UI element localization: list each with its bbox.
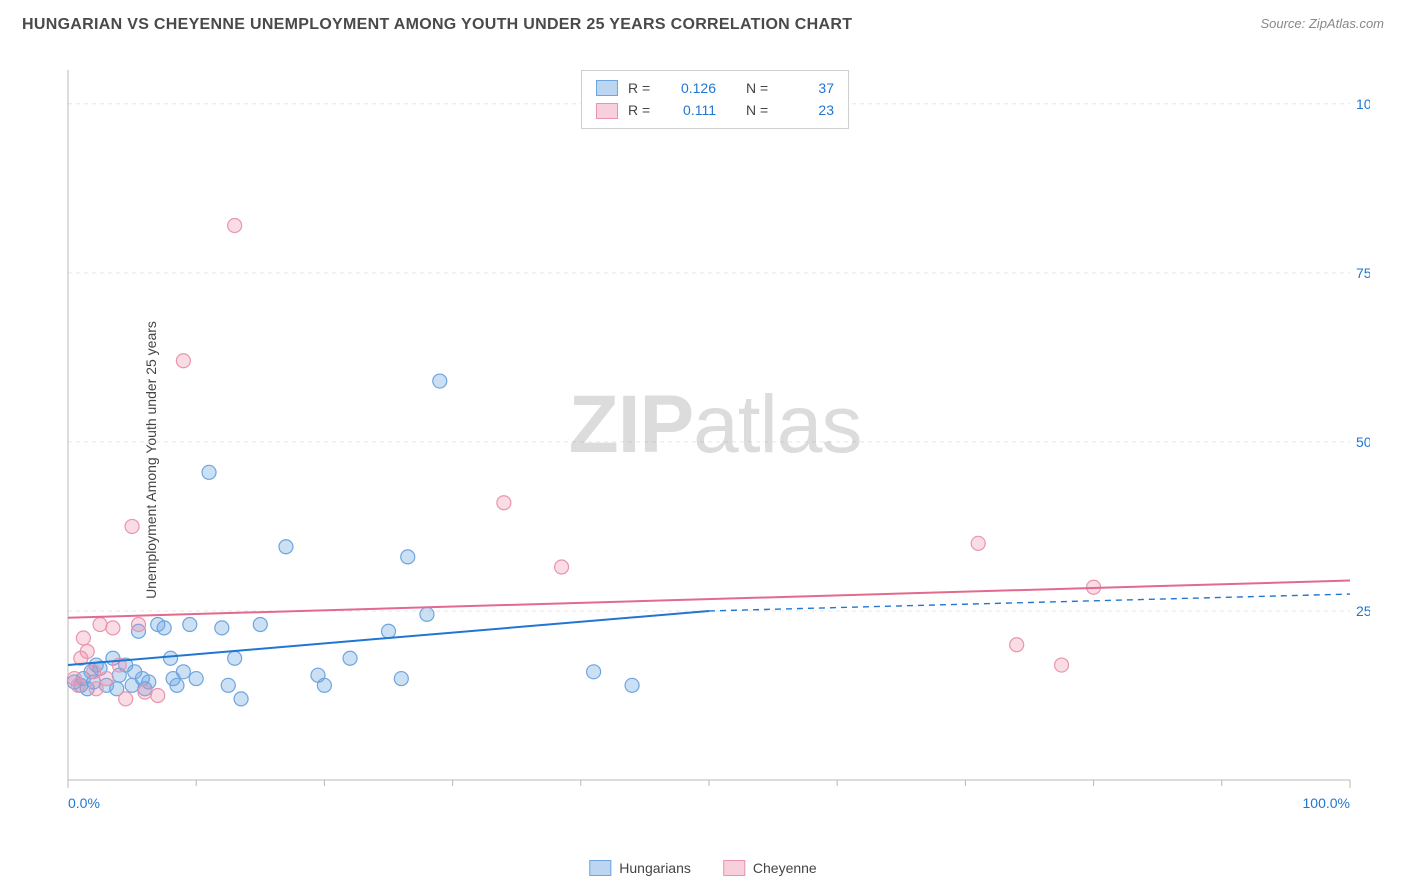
stat-r-label: R = (628, 99, 658, 121)
scatter-point (176, 665, 190, 679)
scatter-point (71, 678, 85, 692)
chart-title: HUNGARIAN VS CHEYENNE UNEMPLOYMENT AMONG… (22, 16, 852, 34)
legend-swatch (596, 103, 618, 119)
stat-r-value: 0.111 (668, 99, 716, 121)
scatter-point (1055, 658, 1069, 672)
stat-r-label: R = (628, 77, 658, 99)
scatter-point (183, 617, 197, 631)
stat-n-value: 37 (786, 77, 834, 99)
series-legend: Hungarians Cheyenne (589, 860, 816, 876)
legend-swatch (589, 860, 611, 876)
svg-text:50.0%: 50.0% (1356, 434, 1370, 450)
scatter-point (189, 672, 203, 686)
scatter-point (125, 519, 139, 533)
scatter-point (176, 354, 190, 368)
stat-n-value: 23 (786, 99, 834, 121)
stat-r-value: 0.126 (668, 77, 716, 99)
scatter-point (157, 621, 171, 635)
legend-label: Cheyenne (753, 860, 817, 876)
stat-n-label: N = (746, 77, 776, 99)
stats-legend: R = 0.126 N = 37 R = 0.111 N = 23 (581, 70, 849, 129)
scatter-point (420, 607, 434, 621)
scatter-point (138, 685, 152, 699)
scatter-point (497, 496, 511, 510)
stat-n-label: N = (746, 99, 776, 121)
legend-item: Hungarians (589, 860, 691, 876)
scatter-point (215, 621, 229, 635)
legend-swatch (723, 860, 745, 876)
scatter-point (132, 617, 146, 631)
scatter-point (164, 651, 178, 665)
scatter-point (555, 560, 569, 574)
svg-text:75.0%: 75.0% (1356, 265, 1370, 281)
scatter-point (234, 692, 248, 706)
scatter-point (317, 678, 331, 692)
scatter-point (99, 672, 113, 686)
scatter-point (1010, 638, 1024, 652)
scatter-point (382, 624, 396, 638)
scatter-point (76, 631, 90, 645)
scatter-point (106, 621, 120, 635)
legend-item: Cheyenne (723, 860, 817, 876)
scatter-point (253, 617, 267, 631)
stats-row: R = 0.111 N = 23 (596, 99, 834, 121)
svg-text:100.0%: 100.0% (1303, 795, 1350, 811)
svg-text:0.0%: 0.0% (68, 795, 100, 811)
scatter-point (119, 692, 133, 706)
scatter-point (87, 665, 101, 679)
scatter-point (228, 651, 242, 665)
scatter-point (228, 219, 242, 233)
scatter-point (80, 645, 94, 659)
scatter-point (394, 672, 408, 686)
legend-swatch (596, 80, 618, 96)
chart-container: Unemployment Among Youth under 25 years … (22, 50, 1384, 870)
scatter-point (433, 374, 447, 388)
scatter-svg: 25.0% 50.0% 75.0% 100.0% 0.0% 100.0% (60, 60, 1370, 820)
legend-label: Hungarians (619, 860, 691, 876)
scatter-point (587, 665, 601, 679)
scatter-point (221, 678, 235, 692)
scatter-point (170, 678, 184, 692)
scatter-point (279, 540, 293, 554)
plot-area: 25.0%50.0%75.0%100.0%0.0%100.0% ZIPatlas… (60, 60, 1370, 820)
stats-row: R = 0.126 N = 37 (596, 77, 834, 99)
scatter-point (93, 617, 107, 631)
scatter-point (401, 550, 415, 564)
scatter-point (151, 688, 165, 702)
svg-text:100.0%: 100.0% (1356, 96, 1370, 112)
trend-line (68, 581, 1350, 618)
scatter-point (971, 536, 985, 550)
svg-text:25.0%: 25.0% (1356, 603, 1370, 619)
trend-line (68, 611, 709, 665)
scatter-point (625, 678, 639, 692)
scatter-point (202, 465, 216, 479)
source-label: Source: ZipAtlas.com (1260, 16, 1384, 31)
scatter-point (343, 651, 357, 665)
